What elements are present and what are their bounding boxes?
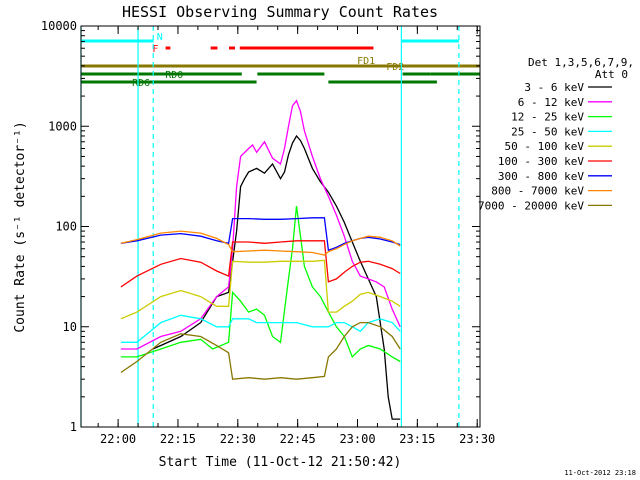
legend-entry-label: 100 - 300 keV	[498, 155, 584, 168]
y-axis-label: Count Rate (s⁻¹ detector⁻¹)	[13, 121, 28, 332]
x-tick-label: 23:30	[459, 432, 495, 446]
series-line-3	[120, 314, 401, 343]
y-tick-label: 10	[63, 320, 77, 334]
legend-entry-label: 6 - 12 keV	[518, 96, 585, 109]
legend-entry-label: 50 - 100 keV	[505, 140, 585, 153]
legend-title: Det 1,3,5,6,7,9,	[528, 56, 634, 69]
legend-entry-label: 25 - 50 keV	[511, 125, 584, 138]
series-line-5	[120, 240, 401, 288]
x-axis: 22:00 22:15 22:30 22:45 23:00 23:15 23:30	[97, 26, 495, 446]
series-line-4	[120, 259, 401, 320]
legend-entry-label: 12 - 25 keV	[511, 111, 584, 124]
x-tick-label: 22:15	[160, 432, 196, 446]
series-line-7	[120, 230, 401, 256]
legend: Det 1,3,5,6,7,9, Att 0 3 - 6 keV 6 - 12 k…	[478, 56, 634, 212]
series-line-2	[120, 205, 401, 363]
flag-label: RD0	[165, 70, 183, 81]
x-tick-label: 22:45	[280, 432, 316, 446]
legend-entry-label: 3 - 6 keV	[524, 81, 584, 94]
series-line-8	[120, 321, 401, 380]
series-line-6	[120, 217, 401, 252]
y-tick-label: 10000	[41, 19, 77, 33]
observing-flags: NFFD1FD2RD0RD6	[81, 32, 480, 89]
y-tick-label: 100	[55, 220, 77, 234]
chart-title: HESSI Observing Summary Count Rates	[122, 3, 438, 21]
render-timestamp: 11-Oct-2012 23:18	[564, 469, 636, 477]
x-axis-label: Start Time (11-Oct-12 21:50:42)	[159, 455, 402, 470]
x-tick-label: 23:15	[399, 432, 435, 446]
legend-entry-label: 300 - 800 keV	[498, 170, 584, 183]
legend-entry-label: 800 - 7000 keV	[491, 185, 584, 198]
flag-label: F	[152, 44, 158, 55]
flag-label: RD6	[132, 78, 150, 89]
y-tick-label: 1000	[48, 119, 77, 133]
x-tick-label: 22:30	[220, 432, 256, 446]
series-lines	[120, 99, 401, 420]
y-axis: 1 10 100 1000 10000	[41, 19, 480, 434]
legend-subtitle: Att 0	[595, 68, 628, 81]
legend-entry-label: 7000 - 20000 keV	[478, 199, 584, 212]
flag-label: FD1	[357, 56, 375, 67]
flag-label: N	[157, 32, 163, 43]
attenuator-lines	[80, 26, 460, 427]
series-line-1	[120, 99, 401, 350]
y-tick-label: 1	[70, 420, 77, 434]
x-tick-label: 22:00	[100, 432, 136, 446]
x-tick-label: 23:00	[339, 432, 375, 446]
